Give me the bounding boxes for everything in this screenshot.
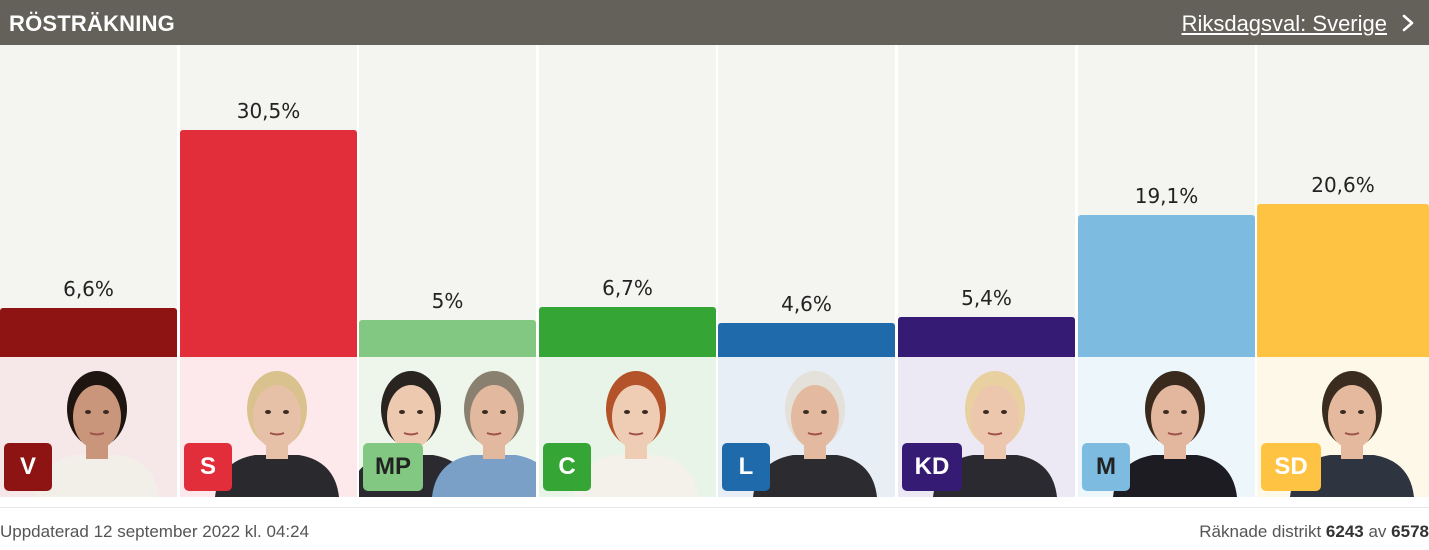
bar-m: [1078, 215, 1255, 357]
bar-mp: [359, 320, 536, 357]
plot-area: 20,6%: [1257, 45, 1429, 357]
party-badge-s: S: [184, 443, 232, 491]
counted-prefix: Räknade distrikt: [1199, 522, 1322, 541]
plot-area: 30,5%: [180, 45, 357, 357]
party-leader-portrait-kd: KD: [898, 357, 1075, 497]
value-label-v: 6,6%: [63, 277, 114, 301]
header-bar: RÖSTRÄKNING Riksdagsval: Sverige: [0, 0, 1429, 45]
party-column-mp: 5% MP: [359, 45, 536, 497]
updated-timestamp: Uppdaterad 12 september 2022 kl. 04:24: [0, 522, 310, 541]
plot-area: 5,4%: [898, 45, 1075, 357]
party-leader-portrait-mp: MP: [359, 357, 536, 497]
party-leader-portrait-c: C: [539, 357, 716, 497]
party-column-c: 6,7% C: [539, 45, 716, 497]
leader-figure: [215, 371, 339, 497]
party-badge-kd: KD: [902, 443, 962, 491]
party-badge-mp: MP: [363, 443, 423, 491]
leader-figure-2: [432, 371, 536, 497]
bar-kd: [898, 317, 1075, 357]
party-column-kd: 5,4% KD: [898, 45, 1075, 497]
party-leader-portrait-m: M: [1078, 357, 1255, 497]
plot-area: 5%: [359, 45, 536, 357]
plot-area: 6,7%: [539, 45, 716, 357]
value-label-l: 4,6%: [781, 292, 832, 316]
counted-sep: av: [1368, 522, 1387, 541]
party-column-sd: 20,6% SD: [1257, 45, 1429, 497]
party-badge-l: L: [722, 443, 770, 491]
party-leader-portrait-v: V: [0, 357, 177, 497]
party-badge-sd: SD: [1261, 443, 1321, 491]
results-bar-chart: 6,6% V 30,5% S 5% MP 6,7% C 4,6% L 5,4% KD 19,1% M 20,…: [0, 45, 1429, 497]
leader-figure: [1113, 371, 1237, 497]
leader-figure: [753, 371, 877, 497]
party-leader-portrait-sd: SD: [1257, 357, 1429, 497]
section-title: RÖSTRÄKNING: [9, 11, 175, 36]
party-badge-c: C: [543, 443, 591, 491]
chevron-right-icon[interactable]: [1399, 14, 1417, 32]
party-column-s: 30,5% S: [180, 45, 357, 497]
plot-area: 4,6%: [718, 45, 895, 357]
bar-s: [180, 130, 357, 357]
party-column-l: 4,6% L: [718, 45, 895, 497]
party-leader-portrait-s: S: [180, 357, 357, 497]
counted-total: 6578: [1391, 522, 1429, 541]
value-label-kd: 5,4%: [961, 286, 1012, 310]
leader-figure: [35, 371, 159, 497]
plot-area: 6,6%: [0, 45, 177, 357]
party-leader-portrait-l: L: [718, 357, 895, 497]
bar-c: [539, 307, 716, 357]
party-badge-m: M: [1082, 443, 1130, 491]
counted-districts: Räknade distrikt 6243 av 6578: [1199, 522, 1429, 542]
riksdagsval-link[interactable]: Riksdagsval: Sverige: [1181, 11, 1387, 36]
party-column-v: 6,6% V: [0, 45, 177, 497]
party-column-m: 19,1% M: [1078, 45, 1255, 497]
party-badge-v: V: [4, 443, 52, 491]
bar-l: [718, 323, 895, 357]
value-label-mp: 5%: [431, 289, 464, 313]
footer-divider: [0, 507, 1429, 508]
bar-sd: [1257, 204, 1429, 357]
leader-figure: [1290, 371, 1414, 497]
leader-figure: [574, 371, 698, 497]
counted-value: 6243: [1325, 522, 1364, 541]
value-label-m: 19,1%: [1134, 184, 1199, 208]
value-label-c: 6,7%: [602, 276, 653, 300]
plot-area: 19,1%: [1078, 45, 1255, 357]
bar-v: [0, 308, 177, 357]
value-label-s: 30,5%: [236, 99, 301, 123]
value-label-sd: 20,6%: [1311, 173, 1375, 197]
leader-figure: [933, 371, 1057, 497]
